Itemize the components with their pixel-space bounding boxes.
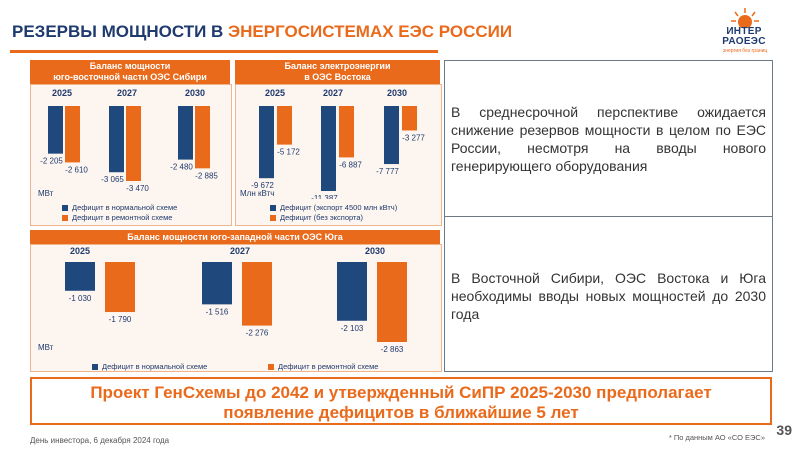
year-label: 2027 [323,88,343,98]
panel-siberia-header: Баланс мощности юго-восточной части ОЭС … [30,60,230,84]
legend-label: Дефицит в ремонтной схеме [278,362,379,371]
company-logo: ИНТЕР РАОЕЭС энергия без границ [715,8,775,54]
bar [65,106,80,163]
bar [126,106,141,181]
panel-east-header: Баланс электроэнергии в ОЭС Востока [235,60,440,84]
chart-siberia: 2025 2027 2030 -2 205 -3 065 -2 480 -2 610 -3 4… [40,88,218,193]
bar [339,106,354,158]
bar [402,106,417,131]
unit-east: Млн кВтч [240,189,275,198]
data-label: -2 205 [40,157,63,166]
bar [377,262,407,342]
title-underline [10,50,438,53]
data-label: -1 790 [109,315,132,324]
conclusion-line-2: появление дефицитов в ближайшие 5 лет [223,403,579,422]
text-midterm: В среднесрочной перспективе ожидается сн… [451,104,766,174]
data-label: -11 387 [311,194,338,199]
data-label: -2 610 [65,165,88,174]
data-label: -2 103 [341,324,364,333]
year-label: 2030 [387,88,407,98]
bar [48,106,63,154]
footer-source: * По данным АО «СО ЕЭС» [668,433,765,442]
data-label: -7 777 [376,167,399,176]
text-box-1: В среднесрочной перспективе ожидается сн… [444,60,773,218]
legend-swatch [62,204,68,211]
bar [259,106,274,179]
bar [65,262,95,291]
data-label: -2 885 [195,171,218,180]
logo-tagline: энергия без границ [722,48,768,54]
bar [105,262,135,313]
data-label: -1 030 [69,294,92,303]
page-title: РЕЗЕРВЫ МОЩНОСТИ В ЭНЕРГОСИСТЕМАХ ЕЭС РО… [12,22,512,42]
data-label: -2 480 [170,163,193,172]
data-label: -2 276 [246,329,269,338]
text-regions: В Восточной Сибири, ОЭС Востока и Юга не… [451,270,766,322]
unit-south: МВт [38,343,54,352]
page-number: 39 [776,422,792,438]
panel-siberia-title-2: юго-восточной части ОЭС Сибири [53,72,207,82]
conclusion-box: Проект ГенСхемы до 2042 и утвержденный С… [30,377,772,425]
panel-south-header: Баланс мощности юго-западной части ОЭС Ю… [30,230,440,244]
bar [321,106,336,191]
data-label: -3 277 [402,133,425,142]
data-label: -6 887 [339,160,362,169]
legend-label: Дефицит (без экспорта) [280,213,364,222]
legend-label: Дефицит в ремонтной схеме [72,213,173,222]
data-label: -3 470 [126,184,149,193]
legend-label: Дефицит в нормальной схеме [72,203,178,212]
logo-text-2: РАОЕЭС [722,36,766,47]
data-label: -5 172 [277,148,300,157]
panel-east-title-2: в ОЭС Востока [304,72,371,82]
year-label: 2025 [265,88,285,98]
bar [242,262,272,326]
legend-south-normal: Дефицит в нормальной схеме [92,362,207,371]
legend-label: Дефицит (экспорт 4500 млн кВтч) [280,203,398,212]
data-label: -3 065 [101,175,124,184]
year-label: 2027 [230,246,250,256]
legend-swatch [92,363,98,370]
panel-south-title: Баланс мощности юго-западной части ОЭС Ю… [127,231,343,242]
unit-siberia: МВт [38,189,54,198]
legend-east-noexport: Дефицит (без экспорта) [270,213,363,222]
conclusion-line-1: Проект ГенСхемы до 2042 и утвержденный С… [90,383,712,402]
bar [195,106,210,169]
sun-logo-icon [731,8,759,28]
panel-siberia-title-1: Баланс мощности [89,61,171,71]
legend-swatch [270,204,276,211]
legend-swatch [62,214,68,221]
bar [178,106,193,160]
data-label: -9 672 [251,181,274,190]
bar [277,106,292,145]
year-label: 2025 [52,88,72,98]
bar [109,106,124,173]
logo-text-1: ИНТЕР [726,26,762,37]
bar [337,262,367,321]
year-label: 2030 [185,88,205,98]
panel-south [30,244,442,372]
year-label: 2025 [70,246,90,256]
legend-east-export: Дефицит (экспорт 4500 млн кВтч) [270,203,397,212]
legend-siberia-repair: Дефицит в ремонтной схеме [62,213,172,222]
legend-label: Дефицит в нормальной схеме [102,362,208,371]
data-label: -1 516 [206,307,229,316]
footer-event: День инвестора, 6 декабря 2024 года [30,436,170,445]
bar [202,262,232,305]
bar [384,106,399,165]
legend-siberia-normal: Дефицит в нормальной схеме [62,203,177,212]
legend-south-repair: Дефицит в ремонтной схеме [268,362,378,371]
chart-east: 2025 2027 2030 -9 672 -11 387 -7 777 -5 172 -6 … [251,88,425,199]
page-title-part1: РЕЗЕРВЫ МОЩНОСТИ В [12,22,229,41]
year-label: 2027 [117,88,137,98]
legend-swatch [268,363,274,370]
legend-swatch [270,214,276,221]
text-box-2: В Восточной Сибири, ОЭС Востока и Юга не… [444,216,773,372]
data-label: -2 863 [381,345,404,354]
page-title-part2: ЭНЕРГОСИСТЕМАХ ЕЭС РОССИИ [228,22,513,41]
panel-east-title-1: Баланс электроэнергии [284,61,391,71]
chart-south: 2025 2027 2030 -1 030 -1 516 -2 103 -1 790 -2 2… [65,246,407,354]
year-label: 2030 [365,246,385,256]
